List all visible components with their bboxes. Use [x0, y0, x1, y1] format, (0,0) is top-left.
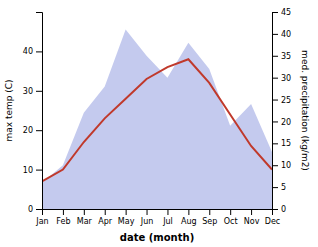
tick-mark [272, 12, 278, 13]
tick-label: Feb [56, 217, 70, 226]
tick-mark [36, 51, 42, 52]
tick-mark [272, 165, 278, 166]
tick-label: Mar [77, 217, 93, 226]
axis-line [43, 210, 273, 216]
tick: 10 [272, 161, 291, 170]
tick-mark [36, 170, 42, 171]
tick: 0 [28, 205, 42, 214]
tick: 5 [272, 183, 286, 192]
chart: JanFebMarAprMayJunJulAugSepOctNovDec0102… [0, 0, 318, 247]
tick-mark [36, 209, 42, 210]
tick-label: Jan [35, 217, 48, 226]
area [42, 30, 272, 209]
tick-mark [251, 209, 252, 215]
tick-mark [272, 209, 278, 210]
tick-mark [272, 34, 278, 35]
y-axis: 0 10 20 30 40 [23, 13, 43, 215]
tick-label: 35 [281, 52, 291, 61]
tick-label: 10 [23, 166, 33, 175]
tick: 20 [23, 126, 42, 135]
y-axis-title: max temp (C) [4, 79, 14, 141]
tick-mark [126, 209, 127, 215]
tick-label: Jun [140, 217, 154, 226]
marks [42, 30, 272, 209]
axis-line [36, 13, 43, 210]
tick: Oct [224, 209, 238, 226]
tick: Aug [181, 209, 197, 226]
tick-label: Oct [224, 217, 238, 226]
tick: 25 [272, 96, 291, 105]
tick: 20 [272, 118, 291, 127]
line [42, 59, 272, 181]
tick-label: 0 [28, 205, 33, 214]
tick-label: 30 [281, 74, 291, 83]
tick-mark [272, 100, 278, 101]
tick-mark [188, 209, 189, 215]
plot: JanFebMarAprMayJunJulAugSepOctNovDec0102… [4, 8, 310, 243]
tick-label: 20 [23, 126, 33, 135]
tick: Sep [202, 209, 217, 226]
tick: Jan [35, 209, 48, 226]
tick-label: May [118, 217, 135, 226]
tick: Feb [56, 209, 70, 226]
tick-mark [36, 130, 42, 131]
x-axis-title: date (month) [120, 232, 194, 243]
tick: May [118, 209, 135, 226]
tick-mark [209, 209, 210, 215]
tick-mark [63, 209, 64, 215]
tick-label: 25 [281, 96, 291, 105]
tick: 40 [272, 30, 291, 39]
tick-label: 10 [281, 161, 291, 170]
tick-label: 20 [281, 118, 291, 127]
tick: 35 [272, 52, 291, 61]
tick-label: 40 [23, 47, 33, 56]
tick: Mar [77, 209, 93, 226]
y2-axis: 0 5 10 15 20 25 30 35 40 45 [272, 8, 291, 214]
tick-mark [272, 78, 278, 79]
tick: 40 [23, 47, 42, 56]
tick-label: Sep [202, 217, 217, 226]
tick-label: Nov [244, 217, 260, 226]
tick: 45 [272, 8, 291, 17]
tick-mark [167, 209, 168, 215]
tick: 0 [272, 205, 286, 214]
tick: Jun [140, 209, 154, 226]
tick-label: Aug [181, 217, 197, 226]
y2-axis-title: med. precipitation (kg/m2) [300, 50, 310, 171]
tick-mark [147, 209, 148, 215]
tick-label: Dec [265, 217, 280, 226]
tick-mark [272, 187, 278, 188]
tick: Apr [98, 209, 113, 226]
tick-mark [272, 143, 278, 144]
tick: 30 [272, 74, 291, 83]
tick-mark [84, 209, 85, 215]
tick-mark [272, 56, 278, 57]
x-axis: Jan Feb Mar Apr May Jun Jul Aug Sep Oct Nov Dec [35, 209, 280, 226]
tick-label: 15 [281, 139, 291, 148]
tick: Dec [265, 209, 280, 226]
tick-label: 30 [23, 87, 33, 96]
tick-label: Apr [98, 217, 113, 226]
tick-mark [105, 209, 106, 215]
tick: Jul [162, 209, 173, 226]
tick: Nov [244, 209, 260, 226]
tick-label: 40 [281, 30, 291, 39]
tick-mark [36, 91, 42, 92]
tick-label: Jul [162, 217, 173, 226]
tick-mark [230, 209, 231, 215]
tick-label: 5 [281, 183, 286, 192]
tick-label: 0 [281, 205, 286, 214]
tick-mark [272, 121, 278, 122]
axis-line [273, 13, 279, 210]
tick: 10 [23, 166, 42, 175]
tick-label: 45 [281, 8, 291, 17]
tick: 15 [272, 139, 291, 148]
tick: 30 [23, 87, 42, 96]
